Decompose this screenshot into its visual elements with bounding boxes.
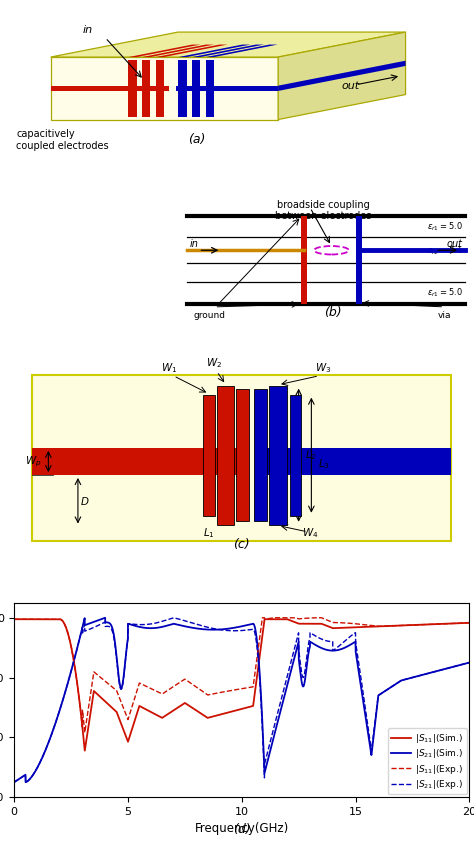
Bar xyxy=(217,386,235,525)
$|S_{21}|$(Sim.) xyxy=(453,661,458,672)
Bar xyxy=(187,213,465,308)
Text: via: via xyxy=(438,310,451,320)
Polygon shape xyxy=(142,45,214,57)
$|S_{11}|$(Sim.) xyxy=(203,711,209,722)
Text: (d): (d) xyxy=(233,823,251,836)
Polygon shape xyxy=(192,45,264,57)
Text: (b): (b) xyxy=(324,306,342,320)
Polygon shape xyxy=(51,57,278,120)
$|S_{21}|$(Exp.) xyxy=(11,777,17,787)
$|S_{21}|$(Sim.) xyxy=(11,777,17,787)
Bar xyxy=(255,389,267,521)
Text: $W_p$: $W_p$ xyxy=(25,455,42,469)
Bar xyxy=(301,216,307,304)
Text: $L_2$: $L_2$ xyxy=(305,449,317,462)
Bar xyxy=(32,448,242,475)
$|S_{21}|$(Exp.) xyxy=(430,667,436,678)
$|S_{21}|$(Sim.) xyxy=(203,624,209,634)
Line: $|S_{11}|$(Sim.): $|S_{11}|$(Sim.) xyxy=(14,619,469,750)
$|S_{11}|$(Exp.) xyxy=(466,617,472,628)
$|S_{11}|$(Exp.) xyxy=(203,689,209,699)
Text: (c): (c) xyxy=(233,538,250,551)
X-axis label: Frequency(GHz): Frequency(GHz) xyxy=(195,823,289,835)
Text: $L_3$: $L_3$ xyxy=(318,457,330,471)
Legend: $|S_{11}|$(Sim.), $|S_{21}|$(Sim.), $|S_{11}|$(Exp.), $|S_{21}|$(Exp.): $|S_{11}|$(Sim.), $|S_{21}|$(Sim.), $|S_… xyxy=(388,728,466,795)
$|S_{21}|$(Sim.) xyxy=(430,667,436,678)
$|S_{11}|$(Sim.) xyxy=(466,617,472,628)
Line: $|S_{21}|$(Sim.): $|S_{21}|$(Sim.) xyxy=(14,617,469,782)
$|S_{11}|$(Exp.) xyxy=(82,728,88,738)
$|S_{11}|$(Exp.) xyxy=(453,618,458,628)
$|S_{11}|$(Exp.) xyxy=(342,618,348,628)
Text: $\varepsilon_{r1}=5.0$: $\varepsilon_{r1}=5.0$ xyxy=(427,220,463,233)
Text: $\varepsilon_{r2}=7.1$: $\varepsilon_{r2}=7.1$ xyxy=(427,244,463,256)
Polygon shape xyxy=(206,45,278,57)
$|S_{11}|$(Sim.) xyxy=(228,706,233,717)
$|S_{21}|$(Sim.) xyxy=(206,624,212,634)
$|S_{11}|$(Exp.) xyxy=(430,619,436,629)
$|S_{21}|$(Exp.) xyxy=(453,661,458,672)
Bar xyxy=(179,60,187,117)
Bar xyxy=(192,60,201,117)
Polygon shape xyxy=(278,61,406,91)
Bar xyxy=(206,60,214,117)
$|S_{21}|$(Exp.) xyxy=(466,657,472,667)
$|S_{11}|$(Sim.) xyxy=(453,618,458,628)
Text: $W_3$: $W_3$ xyxy=(316,361,332,375)
$|S_{11}|$(Exp.) xyxy=(228,685,233,695)
$|S_{21}|$(Sim.) xyxy=(466,657,472,667)
Text: capacitively
coupled electrodes: capacitively coupled electrodes xyxy=(17,129,109,151)
Bar xyxy=(156,60,164,117)
Text: (a): (a) xyxy=(188,133,205,146)
Text: $\varepsilon_{r1}=5.0$: $\varepsilon_{r1}=5.0$ xyxy=(427,287,463,299)
$|S_{11}|$(Sim.) xyxy=(82,745,88,756)
Text: $D$: $D$ xyxy=(80,494,90,507)
$|S_{11}|$(Sim.) xyxy=(206,712,212,722)
Text: $W_1$: $W_1$ xyxy=(161,361,177,375)
Polygon shape xyxy=(51,86,169,91)
Bar xyxy=(270,386,287,525)
Bar xyxy=(142,60,150,117)
$|S_{11}|$(Exp.) xyxy=(206,689,212,700)
Text: out: out xyxy=(447,239,463,249)
Polygon shape xyxy=(278,32,406,120)
$|S_{21}|$(Exp.) xyxy=(171,612,176,622)
Polygon shape xyxy=(51,32,406,57)
$|S_{11}|$(Sim.) xyxy=(430,619,436,629)
Bar xyxy=(255,448,451,475)
Polygon shape xyxy=(176,86,278,91)
$|S_{11}|$(Exp.) xyxy=(260,612,265,622)
$|S_{21}|$(Sim.) xyxy=(102,612,108,622)
Polygon shape xyxy=(128,45,201,57)
$|S_{21}|$(Sim.) xyxy=(228,623,233,633)
Polygon shape xyxy=(156,45,228,57)
Text: ground: ground xyxy=(194,310,226,320)
Bar xyxy=(128,60,137,117)
Line: $|S_{21}|$(Exp.): $|S_{21}|$(Exp.) xyxy=(14,617,469,782)
Text: in: in xyxy=(82,25,92,36)
Text: broadside coupling
between electrodes: broadside coupling between electrodes xyxy=(275,200,372,221)
$|S_{21}|$(Exp.) xyxy=(228,626,233,636)
$|S_{21}|$(Exp.) xyxy=(206,622,212,633)
$|S_{11}|$(Sim.) xyxy=(11,614,17,624)
$|S_{11}|$(Exp.) xyxy=(11,614,17,624)
$|S_{21}|$(Exp.) xyxy=(203,622,209,632)
Text: in: in xyxy=(190,239,198,249)
Line: $|S_{11}|$(Exp.): $|S_{11}|$(Exp.) xyxy=(14,617,469,733)
Text: $W_4$: $W_4$ xyxy=(302,527,318,540)
Text: $W_2$: $W_2$ xyxy=(206,356,222,370)
Text: $L_1$: $L_1$ xyxy=(203,527,215,540)
Bar xyxy=(290,394,301,516)
Bar xyxy=(236,389,249,521)
Text: out: out xyxy=(342,81,360,91)
Polygon shape xyxy=(179,45,250,57)
$|S_{21}|$(Sim.) xyxy=(342,643,348,653)
Bar xyxy=(203,394,215,516)
Bar xyxy=(356,216,362,304)
$|S_{11}|$(Sim.) xyxy=(342,622,348,633)
$|S_{21}|$(Exp.) xyxy=(342,636,348,646)
